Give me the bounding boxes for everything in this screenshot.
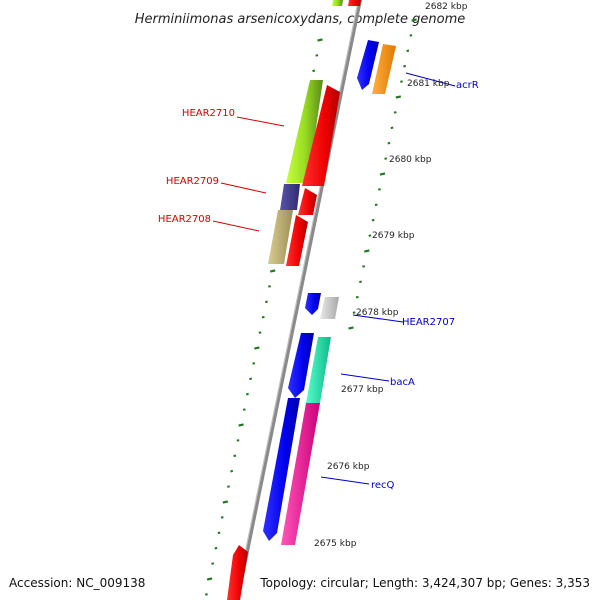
scale-tick	[364, 249, 370, 253]
kbp-label: 2678 kbp	[356, 308, 399, 318]
gene-label-recQ[interactable]: recQ	[371, 480, 395, 491]
gene-bacA-blue[interactable]	[288, 333, 314, 398]
gene-hear2707-blue[interactable]	[305, 293, 321, 315]
scale-tick	[204, 593, 208, 596]
scale-tick	[242, 408, 246, 411]
scale-tick	[227, 485, 230, 488]
kbp-label: 2679 kbp	[372, 231, 415, 241]
gene-acrR-orange[interactable]	[372, 44, 396, 94]
scale-tick	[236, 439, 240, 442]
scale-tick	[384, 157, 388, 160]
gene-label-hear2707[interactable]: HEAR2707	[402, 317, 455, 328]
gene-hear2710-lime[interactable]	[286, 80, 323, 183]
kbp-label: 2676 kbp	[327, 462, 370, 472]
scale-tick	[254, 346, 260, 350]
scale-tick	[359, 280, 362, 284]
scale-tick	[374, 203, 378, 207]
gene-hear2709-red[interactable]	[298, 188, 317, 215]
gene-label-hear2708[interactable]: HEAR2708	[158, 214, 211, 225]
gene-label-bacA[interactable]: bacA	[390, 377, 415, 388]
scale-tick	[317, 38, 323, 42]
scale-tick	[411, 18, 417, 22]
genome-backbone	[234, 0, 363, 600]
scale-tick	[406, 49, 410, 53]
scale-tick	[377, 188, 381, 191]
kbp-labels: 2682 kbp 2681 kbp 2680 kbp 2679 kbp 2678…	[314, 2, 468, 549]
gene-labels: acrR HEAR2710 HEAR2709 HEAR2708 HEAR2707…	[158, 80, 479, 491]
scale-tick	[312, 69, 316, 73]
scale-tick	[245, 392, 249, 396]
kbp-label: 2675 kbp	[314, 539, 357, 549]
gene-hear2710-red[interactable]	[302, 85, 340, 186]
kbp-label: 2677 kbp	[341, 385, 384, 395]
scale-tick	[362, 265, 366, 268]
scale-tick	[390, 126, 394, 130]
genome-summary: Topology: circular; Length: 3,424,307 bp…	[259, 576, 590, 590]
scale-tick	[355, 295, 359, 299]
scale-tick	[371, 218, 375, 222]
gene-top-khaki[interactable]	[332, 0, 343, 6]
scale-tick	[315, 54, 319, 57]
genome-title: Herminiimonas arsenicoxydans, complete g…	[135, 12, 465, 27]
gene-hear2708-red[interactable]	[286, 215, 308, 266]
scale-tick	[217, 531, 221, 535]
gene-recQ-blue[interactable]	[263, 398, 300, 541]
scale-tick	[249, 377, 253, 381]
kbp-label: 2680 kbp	[389, 155, 432, 165]
scale-tick	[230, 469, 234, 473]
gene-label-hear2709[interactable]: HEAR2709	[166, 176, 219, 187]
scale-tick	[379, 172, 386, 176]
scale-tick	[352, 311, 356, 314]
scale-tick	[269, 269, 276, 273]
kbp-label: 2682 kbp	[425, 2, 468, 12]
leader-lines	[212, 72, 456, 485]
scale-tick	[206, 577, 213, 581]
scale-tick	[403, 64, 407, 68]
gene-top-red[interactable]	[348, 0, 361, 6]
scale-tick	[258, 331, 262, 334]
scale-tick	[393, 111, 397, 114]
gene-bottom-red[interactable]	[227, 545, 248, 600]
genes	[227, 0, 396, 600]
scale-tick	[395, 95, 402, 99]
gene-hear2708-khaki[interactable]	[268, 210, 293, 264]
scale-tick	[252, 362, 256, 365]
gene-label-hear2710[interactable]: HEAR2710	[182, 108, 235, 119]
accession-label: Accession: NC_009138	[9, 576, 145, 590]
scale-tick	[211, 562, 215, 565]
scale-tick	[238, 423, 244, 427]
scale-tick	[400, 80, 403, 83]
gene-hear2709-purple[interactable]	[280, 184, 300, 210]
scale-tick	[387, 141, 391, 145]
scale-tick	[268, 285, 271, 288]
gene-acrR-blue[interactable]	[357, 40, 379, 90]
gene-recQ-pink[interactable]	[281, 403, 320, 545]
scale-tick	[214, 546, 218, 550]
gene-bacA-teal[interactable]	[306, 337, 331, 403]
scale-tick	[220, 516, 224, 519]
gene-label-acrR[interactable]: acrR	[456, 80, 479, 91]
kbp-label: 2681 kbp	[407, 79, 450, 89]
gene-hear2707-grey[interactable]	[320, 297, 339, 319]
scale-tick	[368, 234, 372, 237]
scale-tick	[264, 300, 268, 304]
scale-tick	[261, 315, 265, 319]
scale-tick	[409, 34, 413, 37]
scale-tick	[222, 500, 229, 504]
scale-tick	[233, 454, 237, 458]
scale-tick	[348, 326, 354, 330]
